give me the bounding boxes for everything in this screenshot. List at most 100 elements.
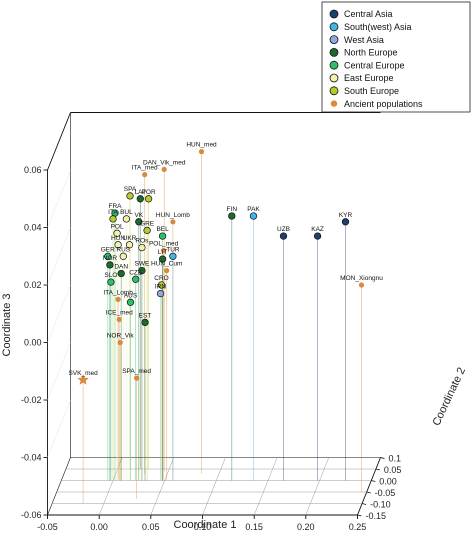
- point-label: SWE: [134, 261, 149, 268]
- axis-ticks: -0.05 0.00 0.05 0.10 0.15 0.20 0.25-0.06-0.04-…: [21, 165, 401, 532]
- point-label: SPA: [124, 186, 137, 193]
- point-label: GRE: [140, 220, 155, 227]
- legend-swatch: [329, 22, 339, 32]
- x-tick-label: 0.15: [245, 522, 263, 532]
- legend-swatch: [329, 9, 339, 19]
- legend-entry: Central Asia: [344, 9, 393, 19]
- point-label: DAN_Vik_med: [143, 159, 186, 166]
- z-tick: [380, 457, 385, 459]
- y-tick-label: 0.00: [24, 338, 42, 348]
- x-tick-label: 0.10: [194, 522, 212, 532]
- point-label: VK: [134, 212, 143, 219]
- data-point: [134, 375, 140, 381]
- point-label: GER: [101, 246, 115, 253]
- z-axis-title: Coordinate 2: [431, 366, 469, 428]
- x-tick-label: -0.05: [37, 522, 58, 532]
- grid-line: [305, 457, 330, 516]
- point-label: HUN: [111, 235, 125, 242]
- data-point: [138, 266, 146, 275]
- legend-swatch: [329, 48, 339, 57]
- point-label: AUS: [124, 292, 138, 299]
- data-point-star: [77, 373, 89, 385]
- data-point: [107, 278, 115, 286]
- x-tick-label: 0.20: [297, 522, 315, 532]
- data-point: [156, 289, 165, 298]
- legend-entry: East Europe: [344, 73, 394, 83]
- point-label: CRO: [154, 275, 168, 282]
- point-label: SPA_med: [122, 368, 151, 375]
- z-tick: [371, 480, 376, 482]
- floor-grid: [47, 169, 376, 516]
- data-point: [170, 219, 176, 225]
- point-label: ICE_med: [106, 310, 133, 317]
- grid-line: [202, 457, 226, 516]
- data-point: [358, 282, 365, 288]
- z-tick-label: -0.05: [375, 488, 396, 498]
- legend-swatch: [330, 100, 338, 107]
- legend-box: [321, 1, 471, 113]
- data-point: [313, 232, 322, 240]
- legend-entry: South Europe: [344, 86, 399, 96]
- data-point: [104, 252, 112, 260]
- data-point: [135, 218, 143, 226]
- data-point: [117, 339, 123, 346]
- data-point: [161, 166, 167, 172]
- point-label: ROs: [135, 238, 149, 245]
- point-stems: [82, 151, 362, 504]
- point-label: KAZ: [311, 226, 324, 233]
- grid-line: [47, 227, 71, 286]
- point-label: EST: [139, 312, 152, 319]
- point-label: TUR: [166, 246, 180, 253]
- z-tick-label: 0.05: [384, 465, 402, 475]
- legend-swatch: [329, 73, 339, 83]
- y-tick-label: 0.02: [24, 280, 42, 290]
- point-label: DAN: [114, 264, 128, 271]
- point-label: FIN: [227, 206, 238, 213]
- legend-entry: Central Europe: [344, 60, 405, 70]
- z-tick-label: -0.10: [370, 500, 391, 510]
- point-label: ITA_Lomb: [103, 289, 133, 296]
- point-label: HUN_Lomb: [156, 212, 190, 219]
- data-point: [109, 215, 117, 223]
- z-tick: [375, 468, 381, 471]
- plot-box: [47, 112, 381, 516]
- point-label: LIT: [158, 249, 167, 256]
- point-label: ITA_med: [132, 165, 158, 172]
- point-label: SLO: [104, 272, 117, 279]
- data-point: [116, 316, 122, 323]
- point-label: POL: [111, 223, 124, 230]
- y-tick-label: -0.04: [21, 453, 42, 463]
- point-label: PAK: [247, 206, 260, 213]
- z-tick-label: 0.1: [389, 454, 402, 464]
- x-tick-label: 0.25: [349, 522, 367, 532]
- data-point: [122, 215, 131, 223]
- box-edge: [47, 457, 71, 516]
- point-label: NOR_Vik: [107, 333, 135, 340]
- point-label: BUL: [120, 209, 133, 216]
- data-point: [198, 149, 205, 155]
- data-point: [138, 243, 146, 252]
- data-point: [144, 195, 153, 203]
- legend-entry: West Asia: [344, 35, 384, 45]
- data-point: [161, 247, 167, 254]
- point-label: SVK_med: [68, 370, 98, 377]
- data-point: [228, 212, 236, 220]
- data-point: [117, 269, 125, 278]
- point-label: LAT: [135, 189, 146, 196]
- legend-entry: North Europe: [344, 48, 398, 58]
- data-point: [341, 218, 350, 226]
- z-tick: [357, 514, 362, 517]
- z-tick: [361, 503, 367, 505]
- point-label: HUN_med: [186, 142, 217, 149]
- data-point: [157, 281, 166, 289]
- data-point: [106, 261, 114, 269]
- data-point: [142, 172, 148, 178]
- grid-line: [47, 399, 71, 458]
- data-points: [77, 149, 365, 385]
- data-point: [115, 296, 121, 302]
- data-point: [113, 229, 121, 237]
- point-label: POR: [142, 189, 156, 196]
- data-point: [126, 192, 134, 200]
